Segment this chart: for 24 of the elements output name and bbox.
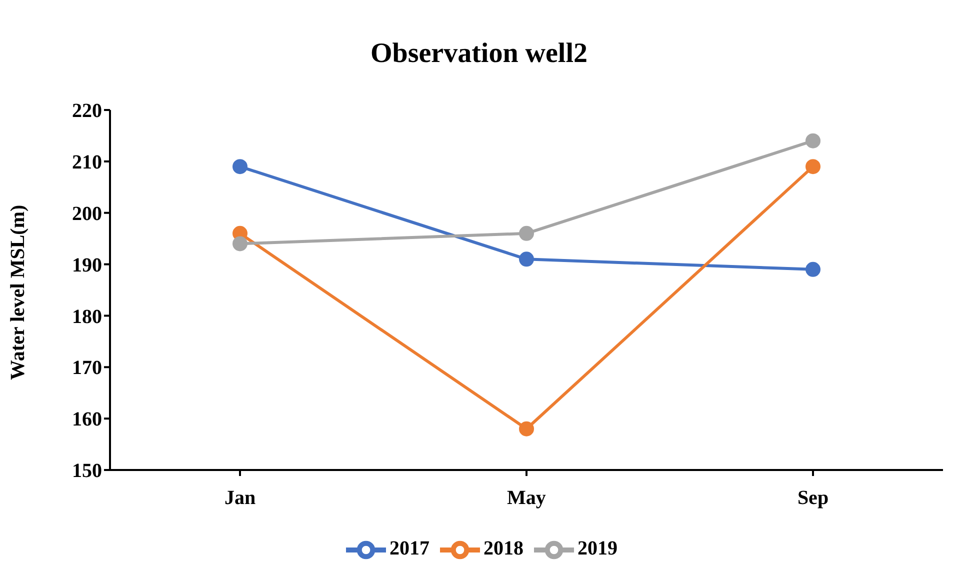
y-tick-label: 150 <box>72 460 102 482</box>
y-axis-title: Water level MSL(m) <box>7 204 30 380</box>
point <box>519 252 534 267</box>
legend-label: 2017 <box>390 538 430 560</box>
point <box>519 421 534 436</box>
x-tick-label: Jan <box>224 487 256 510</box>
y-tick-label: 220 <box>72 100 102 122</box>
legend-label: 2019 <box>578 538 618 560</box>
chart-title: Observation well2 <box>370 38 588 70</box>
x-tick-label: Sep <box>797 487 829 510</box>
x-tick-label: May <box>507 487 546 510</box>
y-tick-label: 160 <box>72 408 102 431</box>
point <box>806 133 820 148</box>
point <box>806 262 820 277</box>
y-tick-label: 210 <box>72 152 102 174</box>
point <box>232 236 248 252</box>
y-tick-label: 190 <box>72 254 102 276</box>
y-tick-label: 180 <box>72 306 102 328</box>
y-tick-label: 200 <box>72 202 102 225</box>
point <box>232 159 248 174</box>
legend-label: 2018 <box>484 538 524 560</box>
y-tick-label: 170 <box>72 357 102 380</box>
point <box>519 226 534 241</box>
point <box>806 159 820 174</box>
